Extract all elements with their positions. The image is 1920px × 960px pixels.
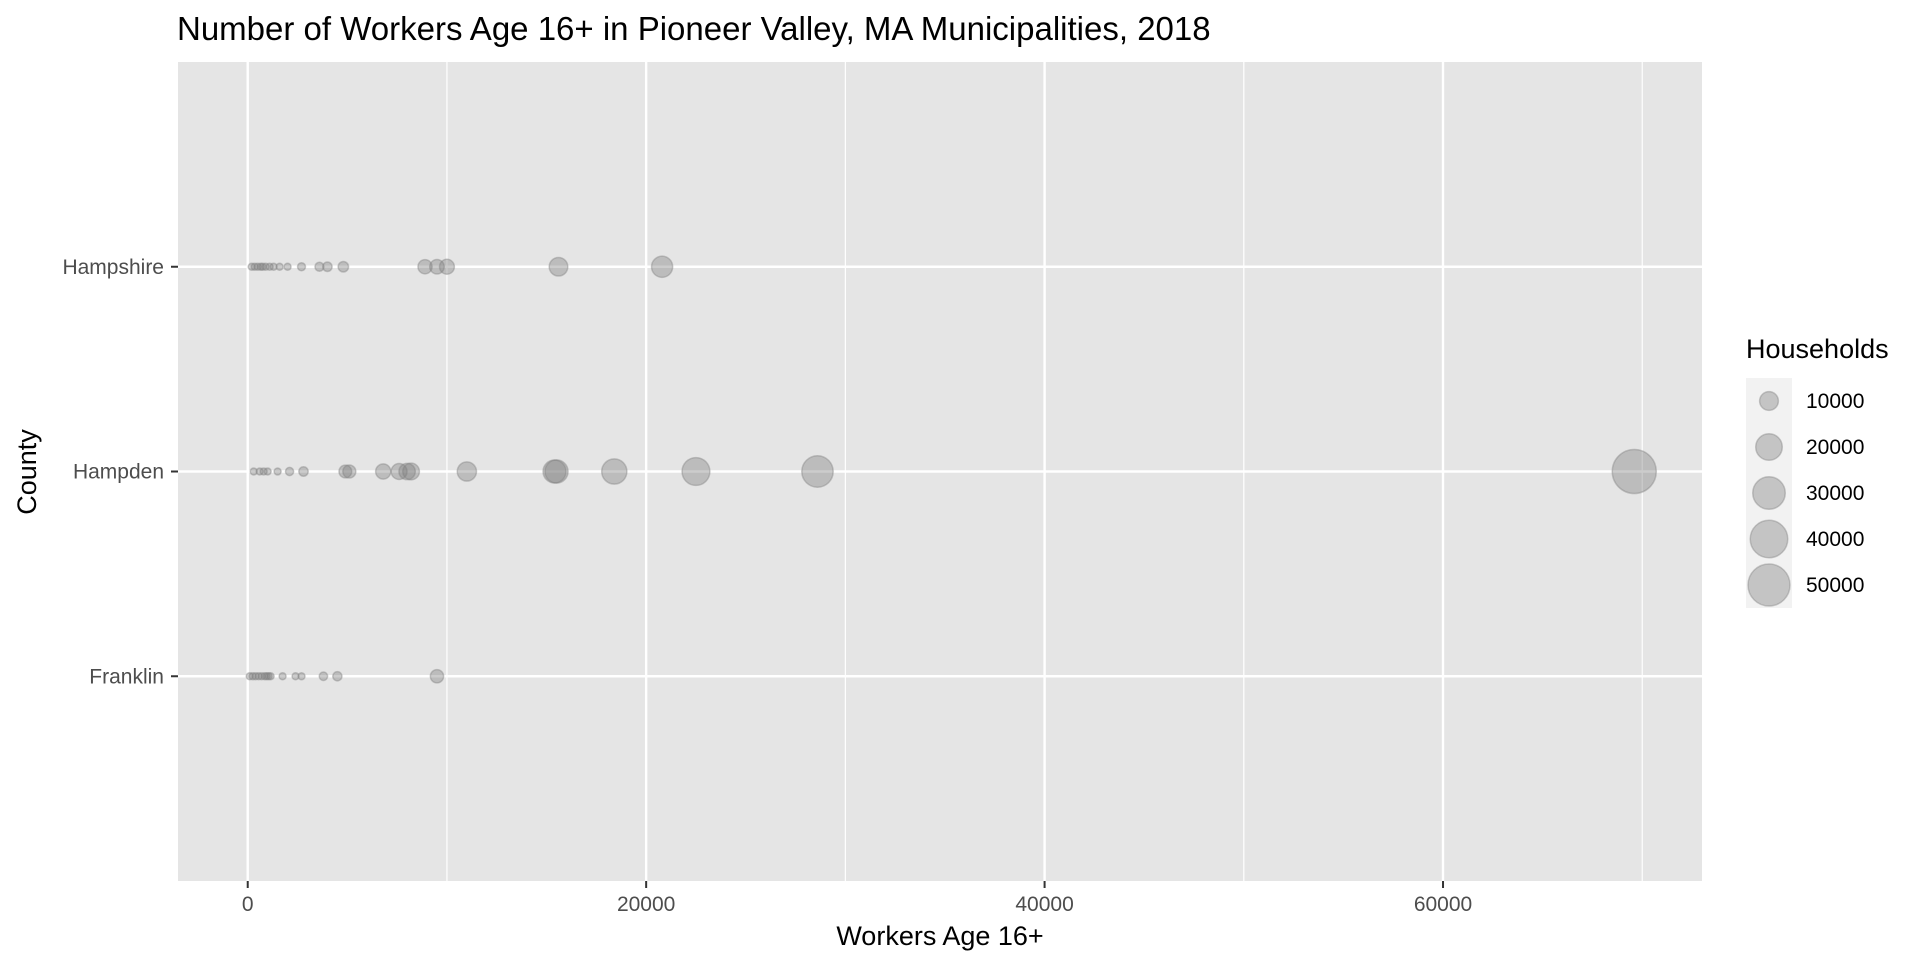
data-point-hampden	[255, 467, 264, 476]
legend-label: 10000	[1806, 390, 1864, 413]
y-tick-label: Hampden	[73, 461, 164, 484]
y-axis: Franklin Hampden Hampshire	[62, 256, 178, 688]
data-point-hampden	[298, 466, 309, 477]
data-point-franklin	[429, 668, 445, 684]
data-point-franklin	[254, 672, 263, 681]
legend-label: 40000	[1806, 528, 1864, 551]
data-point-hampden	[542, 459, 567, 484]
data-point-hampshire	[256, 262, 265, 271]
legend-title: Households	[1746, 334, 1889, 364]
y-tick-label: Franklin	[89, 665, 164, 688]
data-point-hampden	[401, 462, 421, 481]
data-point-franklin	[245, 672, 254, 681]
data-point-hampden	[681, 456, 711, 487]
data-point-hampden	[544, 459, 569, 484]
data-point-franklin	[257, 672, 266, 681]
data-point-franklin	[278, 672, 287, 681]
data-point-franklin	[251, 672, 260, 681]
data-point-hampshire	[253, 262, 262, 271]
data-point-franklin	[332, 670, 343, 682]
data-point-hampden	[249, 467, 258, 476]
data-point-hampden	[263, 467, 272, 476]
data-point-franklin	[260, 672, 269, 681]
data-point-hampden	[259, 467, 268, 476]
data-point-franklin	[291, 672, 300, 681]
data-points	[245, 255, 1658, 684]
data-point-hampshire	[428, 258, 446, 275]
legend-key-background	[1746, 378, 1792, 608]
y-tick-label: Hampshire	[62, 256, 164, 279]
data-point-hampshire	[438, 258, 456, 275]
legend-key-circle	[1758, 390, 1780, 412]
data-point-franklin	[248, 672, 257, 681]
legend-label: 20000	[1806, 436, 1864, 459]
data-point-hampshire	[337, 260, 350, 273]
data-point-hampden	[600, 458, 628, 485]
data-point-hampshire	[275, 262, 284, 271]
data-point-franklin	[266, 672, 275, 681]
data-point-franklin	[262, 672, 271, 681]
data-point-hampden	[1611, 448, 1658, 495]
data-point-hampden	[374, 463, 392, 480]
data-point-franklin	[264, 672, 273, 681]
data-point-hampshire	[548, 256, 569, 277]
data-point-hampshire	[247, 262, 256, 271]
data-point-hampshire	[650, 255, 674, 279]
legend-key-circle	[1754, 432, 1784, 462]
data-point-hampshire	[296, 262, 307, 272]
x-axis: 0 20000 40000 60000	[242, 881, 1472, 916]
legend-key-circle	[1751, 475, 1787, 511]
data-point-hampshire	[283, 262, 292, 271]
x-tick-label: 40000	[1015, 893, 1073, 916]
data-point-franklin	[318, 671, 329, 682]
data-point-hampshire	[269, 262, 278, 271]
x-axis-title: Workers Age 16+	[836, 921, 1043, 951]
legend-key-circle	[1747, 563, 1791, 607]
data-point-hampden	[273, 467, 282, 476]
data-point-hampshire	[258, 262, 267, 271]
y-axis-title: County	[12, 429, 42, 515]
data-point-hampshire	[321, 261, 333, 273]
legend-label: 30000	[1806, 482, 1864, 505]
x-tick-label: 0	[242, 893, 254, 916]
legend-label: 50000	[1806, 574, 1864, 597]
data-point-hampden	[390, 462, 408, 481]
legend-key-circle	[1749, 519, 1789, 559]
data-point-hampshire	[250, 262, 259, 271]
data-point-hampshire	[314, 261, 325, 273]
x-tick-label: 20000	[617, 893, 675, 916]
data-point-hampden	[284, 466, 295, 477]
grid-major	[178, 62, 1702, 881]
legend-items: 10000 20000 30000 40000 50000	[1747, 390, 1864, 607]
legend: Households 10000 20000 30000 40000 50000	[1746, 334, 1889, 608]
data-point-hampden	[456, 461, 478, 482]
data-point-hampshire	[417, 258, 433, 275]
data-point-franklin	[297, 671, 306, 681]
x-tick-label: 60000	[1414, 893, 1472, 916]
chart-title: Number of Workers Age 16+ in Pioneer Val…	[177, 10, 1211, 47]
data-point-hampden	[398, 462, 417, 481]
data-point-hampden	[338, 464, 353, 479]
data-point-hampden	[342, 464, 357, 479]
data-point-hampden	[801, 455, 834, 488]
data-point-hampshire	[261, 262, 270, 271]
data-point-hampshire	[265, 262, 274, 271]
